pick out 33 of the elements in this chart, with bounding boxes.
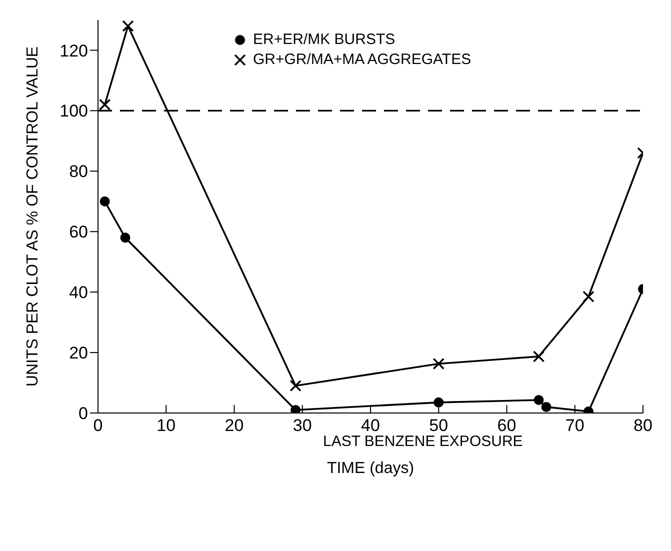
y-tick-label: 100 (60, 102, 88, 121)
legend-label: ER+ER/MK BURSTS (253, 30, 396, 50)
x-tick-label: 60 (497, 416, 516, 436)
point (434, 397, 444, 408)
y-tick-label: 120 (60, 41, 88, 60)
point (534, 395, 544, 405)
x-tick-label: 10 (156, 416, 176, 436)
x-tick-label: 50 (429, 416, 448, 436)
y-tick-label: 60 (69, 222, 88, 242)
point (98, 98, 111, 111)
y-tick-label: 40 (69, 283, 88, 302)
y-tick-label: 80 (69, 162, 88, 182)
point (582, 290, 594, 303)
x-tick-label: 30 (292, 416, 312, 436)
point (100, 196, 110, 206)
point (290, 380, 302, 392)
text: LAST BENZENE EXPOSURE (323, 433, 523, 450)
legend-label: GR+GR/MA+MA AGGREGATES (253, 50, 472, 70)
point (532, 350, 545, 362)
y-axis-title: UNITS PER CLOT AS % OF CONTROL VALUE (24, 46, 42, 387)
point (541, 402, 552, 412)
x-tick-label: 80 (634, 416, 652, 436)
y-tick-label: 20 (69, 344, 88, 363)
point (432, 358, 445, 370)
x-axis-title: TIME (days) (326, 460, 414, 477)
point (290, 404, 301, 413)
x-tick-label: 40 (361, 416, 380, 436)
point (122, 20, 134, 32)
x-tick-label: 0 (93, 416, 103, 436)
x-tick-label: 70 (565, 416, 584, 436)
y-tick-label: 0 (78, 404, 88, 424)
x-tick-label: 20 (224, 416, 244, 436)
point (120, 232, 130, 243)
